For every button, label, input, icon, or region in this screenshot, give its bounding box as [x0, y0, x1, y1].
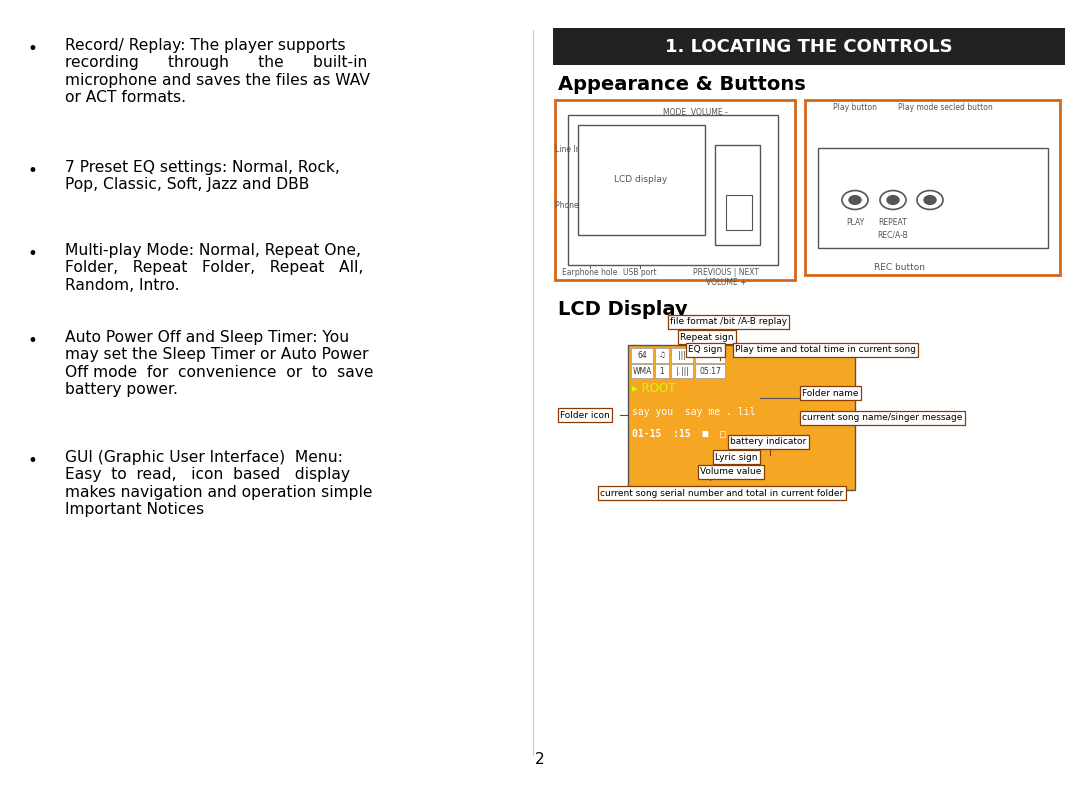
Text: REC button: REC button: [875, 263, 926, 272]
Text: Play button: Play button: [833, 103, 877, 112]
Bar: [818, 148, 1048, 248]
Text: Play mode secled button: Play mode secled button: [897, 103, 993, 112]
Text: Appearance & Buttons: Appearance & Buttons: [558, 75, 806, 94]
Text: Folder icon: Folder icon: [561, 411, 610, 419]
Text: ▸ ROOT: ▸ ROOT: [632, 382, 675, 395]
Text: file format /bit /A-B replay: file format /bit /A-B replay: [670, 317, 787, 327]
Text: USB port: USB port: [623, 268, 657, 277]
Bar: [696, 364, 725, 378]
Text: ▶▶: ▶▶: [743, 182, 754, 188]
Text: 2: 2: [536, 753, 544, 768]
Bar: [671, 364, 693, 378]
Bar: [715, 145, 760, 245]
Text: •: •: [28, 162, 38, 180]
Bar: [555, 100, 795, 280]
Bar: [805, 100, 1059, 275]
Text: •: •: [28, 245, 38, 263]
Text: battery indicator: battery indicator: [730, 437, 807, 447]
Bar: [631, 348, 653, 363]
Bar: [654, 364, 669, 378]
Text: Record/ Replay: The player supports
recording      through      the      built-i: Record/ Replay: The player supports reco…: [65, 38, 370, 105]
Text: Line In —: Line In —: [555, 145, 591, 155]
Text: 00:03: 00:03: [699, 350, 721, 360]
Circle shape: [917, 191, 943, 210]
Bar: [568, 115, 778, 265]
Text: 7 Preset EQ settings: Normal, Rock,
Pop, Classic, Soft, Jazz and DBB: 7 Preset EQ settings: Normal, Rock, Pop,…: [65, 160, 340, 192]
Text: 1. LOCATING THE CONTROLS: 1. LOCATING THE CONTROLS: [665, 38, 953, 56]
Bar: [631, 364, 653, 378]
Text: Phones jack—: Phones jack—: [555, 200, 608, 210]
Circle shape: [842, 191, 868, 210]
Text: •: •: [28, 332, 38, 350]
Text: current song name/singer message: current song name/singer message: [802, 414, 962, 422]
Text: 01-15  :15  ■  □: 01-15 :15 ■ □: [632, 428, 726, 438]
Text: |||: |||: [678, 350, 686, 360]
Text: Volume value: Volume value: [700, 468, 761, 476]
Bar: [696, 348, 725, 363]
Text: Lyric sign: Lyric sign: [715, 452, 757, 462]
Bar: [553, 28, 1065, 65]
Text: current song serial number and total in current folder: current song serial number and total in …: [600, 488, 843, 498]
Text: ◄◄: ◄◄: [717, 182, 728, 188]
Circle shape: [887, 195, 899, 204]
Text: GUI (Graphic User Interface)  Menu:
Easy  to  read,   icon  based   display
make: GUI (Graphic User Interface) Menu: Easy …: [65, 450, 373, 517]
Text: VOLUME +: VOLUME +: [705, 278, 746, 287]
Text: •: •: [28, 452, 38, 470]
Text: 1: 1: [660, 367, 664, 375]
Bar: [726, 195, 752, 230]
Text: •: •: [28, 40, 38, 58]
Text: REPEAT: REPEAT: [879, 218, 907, 227]
Text: EQ sign: EQ sign: [688, 345, 723, 355]
Bar: [578, 125, 705, 235]
Text: Multi-play Mode: Normal, Repeat One,
Folder,   Repeat   Folder,   Repeat   All,
: Multi-play Mode: Normal, Repeat One, Fol…: [65, 243, 363, 293]
Circle shape: [880, 191, 906, 210]
Circle shape: [924, 195, 936, 204]
Text: MODE  VOLUME -: MODE VOLUME -: [663, 108, 727, 117]
Text: |.|||: |.|||: [676, 367, 688, 375]
Text: 64: 64: [637, 350, 647, 360]
Text: LCD Display: LCD Display: [558, 300, 688, 319]
Text: REC/A-B: REC/A-B: [878, 230, 908, 239]
Bar: [671, 348, 693, 363]
Text: Earphone hole: Earphone hole: [563, 268, 618, 277]
Text: PREVIOUS | NEXT: PREVIOUS | NEXT: [693, 268, 759, 277]
Text: PLAY: PLAY: [846, 218, 864, 227]
Text: Auto Power Off and Sleep Timer: You
may set the Sleep Timer or Auto Power
Off mo: Auto Power Off and Sleep Timer: You may …: [65, 330, 374, 397]
Text: Folder name: Folder name: [802, 389, 859, 397]
Text: ♫: ♫: [659, 350, 665, 360]
Text: say you  say me . lil: say you say me . lil: [632, 407, 755, 417]
Circle shape: [849, 195, 861, 204]
Text: Repeat sign: Repeat sign: [680, 333, 733, 341]
Text: 05:17: 05:17: [699, 367, 721, 375]
Text: WMA: WMA: [632, 367, 651, 375]
Text: LCD display: LCD display: [615, 176, 667, 184]
Bar: [654, 348, 669, 363]
Bar: [627, 345, 855, 490]
Text: Play time and total time in current song: Play time and total time in current song: [735, 345, 916, 355]
